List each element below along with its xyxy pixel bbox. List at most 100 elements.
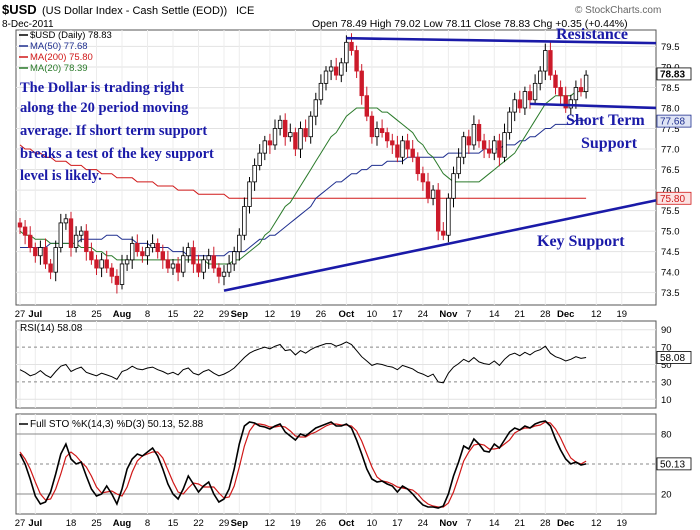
candle-body	[446, 197, 451, 236]
candle-body	[538, 70, 543, 84]
candle-body	[384, 132, 390, 142]
candle-body	[27, 234, 33, 248]
candle-body	[196, 263, 201, 273]
candle-body	[186, 247, 191, 257]
date-tick-label: 25	[91, 518, 102, 529]
last-value-text: 75.80	[660, 194, 685, 205]
date-tick-label: 15	[168, 309, 179, 320]
chart-description: (US Dollar Index - Cash Settle (EOD))	[42, 5, 227, 17]
rsi-last-box	[656, 351, 692, 364]
date-tick-label: 19	[617, 309, 628, 320]
date-tick-label: 21	[515, 518, 526, 529]
date-tick-label: 7	[466, 309, 471, 320]
candle-body	[293, 132, 298, 150]
candle-body	[221, 271, 227, 277]
candle-body	[410, 148, 415, 158]
price-tick-label: 78.0	[661, 103, 680, 114]
candle-body	[191, 247, 196, 265]
candle-body	[364, 95, 369, 117]
sto-layer	[19, 420, 587, 509]
price-tick-label: 76.5	[661, 165, 680, 176]
candle-body	[282, 119, 288, 138]
date-tick-label: 19	[290, 309, 301, 320]
date-tick-label: Dec	[557, 309, 574, 320]
date-tick-label: Dec	[557, 518, 574, 529]
date-tick-label: 25	[91, 309, 102, 320]
candle-body	[288, 132, 293, 138]
candle-body	[400, 140, 405, 158]
candle-body	[558, 87, 563, 97]
commentary-line-5: level is likely.	[20, 168, 102, 184]
candle-body	[262, 140, 267, 154]
candle-body	[563, 95, 568, 109]
candle-body	[578, 87, 584, 92]
ma50-line	[20, 119, 587, 257]
candle-body	[344, 41, 349, 64]
candle-body	[17, 222, 23, 228]
rsi-title: RSI(14) 58.08	[20, 323, 83, 334]
price-legend: $USD (Daily) 78.83 MA(50) 77.68 MA(200) …	[19, 30, 112, 74]
candle-body	[497, 140, 502, 158]
date-tick-label: Oct	[338, 518, 355, 529]
candle-body	[247, 181, 252, 207]
candle-body	[441, 230, 446, 236]
date-tick-label: 7	[466, 518, 471, 529]
sto-k-line	[19, 420, 587, 509]
candle-body	[43, 247, 48, 265]
candle-body	[553, 74, 558, 88]
candle-body	[48, 263, 53, 273]
date-tick-label: 12	[591, 518, 602, 529]
candle-body	[63, 218, 69, 224]
candle-body	[517, 99, 522, 109]
rsi-layer	[19, 341, 587, 384]
rsi-tick-label: 90	[661, 325, 672, 336]
candle-body	[109, 267, 114, 277]
candle-body	[328, 66, 334, 72]
candle-body	[58, 222, 63, 248]
candle-body	[527, 91, 533, 101]
date-tick-label: 15	[168, 518, 179, 529]
candle-body	[226, 263, 232, 273]
price-tick-label: 73.5	[661, 288, 680, 299]
date-tick-label: 10	[367, 309, 378, 320]
last-value-box	[656, 191, 692, 205]
candle-body	[466, 136, 471, 146]
candle-body	[543, 50, 548, 72]
candle-body	[180, 255, 186, 273]
date-tick-label: 17	[392, 309, 403, 320]
candle-body	[313, 99, 318, 117]
resistance-label: Resistance	[556, 26, 628, 43]
date-tick-label: 12	[265, 518, 276, 529]
date-tick-label: Nov	[439, 309, 458, 320]
date-tick-label: 21	[515, 309, 526, 320]
date-tick-label: 8	[145, 309, 150, 320]
date-tick-label: 29	[219, 309, 230, 320]
chart-symbol: $USD	[2, 2, 37, 17]
candle-body	[318, 82, 324, 101]
date-tick-label: 27	[15, 518, 26, 529]
stockcharts-watermark: © StockCharts.com	[575, 5, 661, 16]
sto-tick-label: 80	[661, 430, 672, 441]
price-tick-label: 75.0	[661, 227, 680, 238]
price-tick-label: 77.5	[661, 124, 680, 135]
candle-body	[252, 165, 257, 183]
date-tick-label: 19	[290, 518, 301, 529]
candle-body	[415, 156, 420, 175]
candle-body	[451, 173, 456, 199]
price-tick-label: 77.0	[661, 145, 680, 156]
candle-body	[84, 230, 89, 253]
ma20-layer	[19, 91, 587, 265]
sto-tick-label: 20	[661, 490, 672, 501]
ma200-layer	[19, 144, 587, 199]
candle-body	[237, 234, 242, 253]
short-term-support-label-1: Short Term	[566, 112, 645, 129]
candle-body	[129, 243, 135, 261]
candle-body	[522, 91, 528, 109]
date-tick-label: 19	[617, 518, 628, 529]
candle-body	[420, 173, 426, 183]
candle-body	[471, 124, 477, 146]
price-tick-label: 74.5	[661, 247, 680, 258]
price-tick-label: 76.0	[661, 186, 680, 197]
date-tick-label: Nov	[439, 518, 458, 529]
date-tick-label: 18	[66, 309, 77, 320]
